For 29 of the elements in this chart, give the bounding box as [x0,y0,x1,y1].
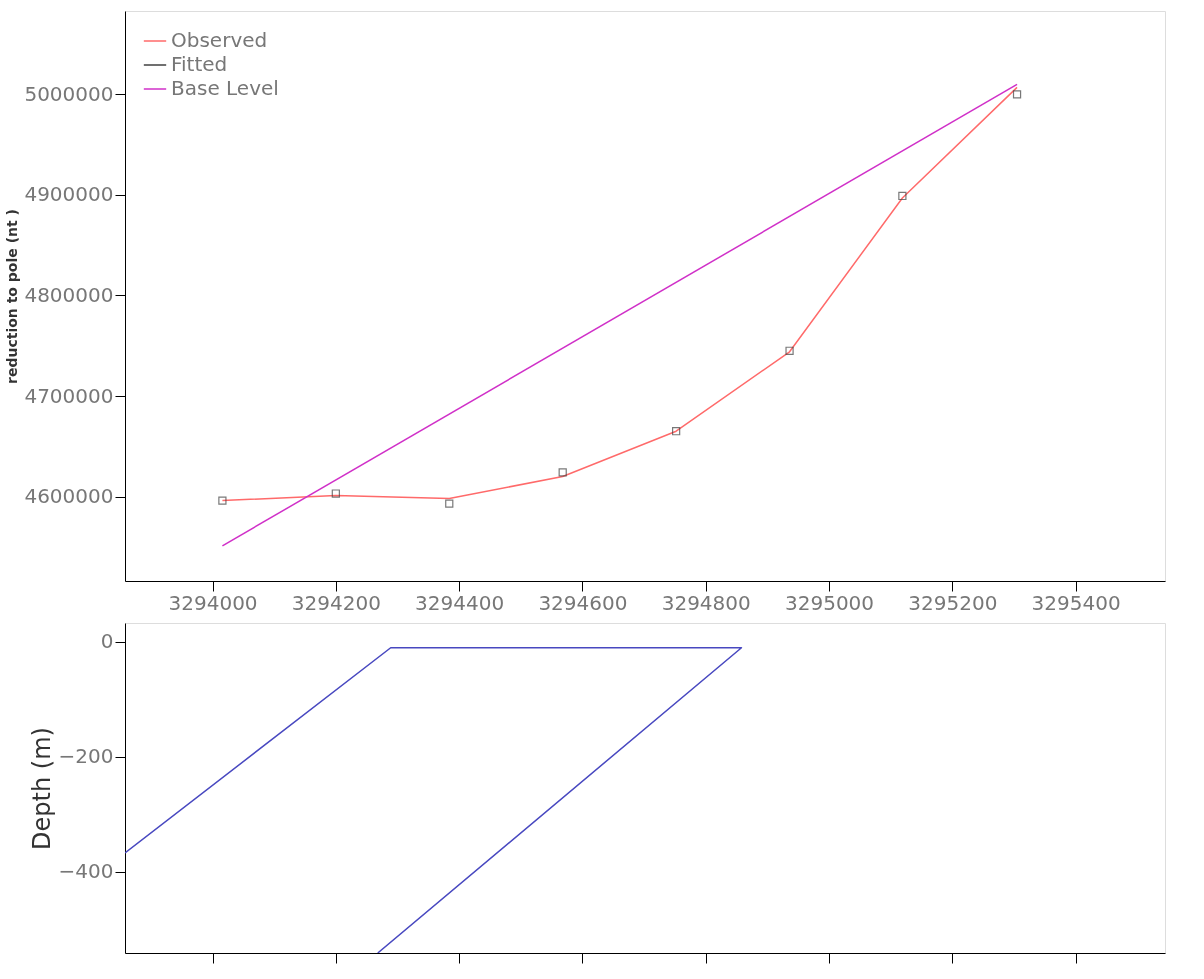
y-axis-title: Depth (m) [27,727,56,850]
x-tick-label: 3294400 [415,590,505,615]
x-tick-label: 3295400 [1031,590,1121,615]
x-tick-label: 3294600 [538,590,628,615]
y-tick-label: −400 [58,859,114,884]
x-tick-label: 3294000 [168,590,258,615]
y-tick-label: 4900000 [24,182,114,207]
y-tick-label: 0 [100,629,114,654]
point [331,489,340,498]
x-tick-label: 3295000 [784,590,875,615]
point [1012,90,1022,99]
legend-label: Observed [171,28,268,52]
point [218,496,227,505]
y-tick-label: 4700000 [24,383,114,408]
x-tick-label: 3294800 [661,590,751,615]
y-tick-label: 5000000 [24,81,114,106]
y-axis-title: reduction to pole (nt ) [4,209,21,384]
legend-label: Fitted [171,52,228,76]
point [785,346,794,355]
y-tick-label: 4800000 [24,283,114,307]
point [672,427,681,436]
point [898,191,907,201]
y-tick-label: 4600000 [24,484,114,509]
x-tick-label: 3295200 [908,590,998,615]
point [558,468,567,477]
x-tick-label: 3294200 [291,590,381,615]
legend-label: Base Level [171,76,279,100]
y-tick-label: −200 [58,744,114,769]
point [445,499,454,508]
